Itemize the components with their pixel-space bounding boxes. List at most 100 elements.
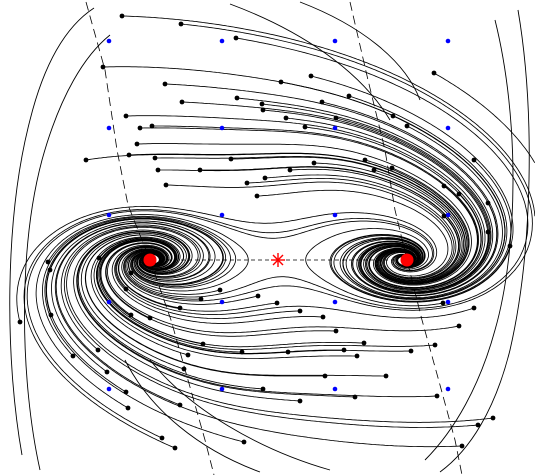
grid-marker	[333, 126, 338, 131]
trajectory-start-marker	[129, 271, 134, 276]
trajectory-start-marker	[486, 201, 491, 206]
right-stable-focus	[401, 254, 414, 267]
trajectory-start-marker	[441, 301, 446, 306]
grid-marker	[333, 213, 338, 218]
trajectory-start-marker	[353, 395, 358, 400]
trajectory-start-marker	[150, 124, 155, 129]
trajectory-start-marker	[355, 354, 360, 359]
trajectory-start-marker	[298, 399, 303, 404]
saddle-point	[271, 253, 285, 267]
trajectory-start-marker	[286, 350, 291, 355]
grid-marker	[446, 213, 451, 218]
trajectory-start-marker	[390, 166, 395, 171]
trajectory-start-marker	[84, 158, 89, 163]
trajectory-start-marker	[298, 309, 303, 314]
grid-marker	[220, 387, 225, 392]
trajectory-start-marker	[288, 168, 293, 173]
trajectory-start-marker	[164, 183, 169, 188]
left-stable-focus	[144, 254, 157, 267]
trajectory-start-marker	[101, 65, 106, 70]
trajectory-start-marker	[234, 36, 239, 41]
trajectory-start-marker	[476, 423, 481, 428]
trajectory-start-marker	[384, 374, 389, 379]
trajectory-start-marker	[312, 161, 317, 166]
trajectory-start-marker	[49, 313, 54, 318]
trajectory-start-marker	[372, 168, 377, 173]
trajectory-start-marker	[120, 14, 125, 19]
grid-marker	[220, 213, 225, 218]
trajectory-start-marker	[198, 168, 203, 173]
trajectory-start-marker	[363, 158, 368, 163]
trajectory-start-marker	[508, 244, 513, 249]
trajectory-start-marker	[178, 403, 183, 408]
trajectory-start-marker	[442, 214, 447, 219]
trajectory-start-marker	[433, 343, 438, 348]
trajectory-start-marker	[263, 176, 268, 181]
trajectory-start-marker	[261, 108, 266, 113]
trajectory-start-marker	[405, 124, 410, 129]
trajectory-start-marker	[138, 126, 143, 131]
trajectory-start-marker	[71, 354, 76, 359]
trajectory-start-marker	[261, 387, 266, 392]
grid-marker	[107, 213, 112, 218]
trajectory-start-marker	[457, 192, 462, 197]
trajectory-start-marker	[256, 294, 261, 299]
trajectory-start-marker	[342, 348, 347, 353]
trajectory-start-marker	[48, 268, 53, 273]
trajectory-start-marker	[46, 260, 51, 265]
trajectory-start-marker	[255, 194, 260, 199]
trajectory-start-marker	[201, 342, 206, 347]
trajectory-start-marker	[97, 256, 102, 261]
grid-marker	[107, 300, 112, 305]
trajectory-start-marker	[182, 367, 187, 372]
trajectory-start-marker	[153, 156, 158, 161]
trajectory-start-marker	[135, 142, 140, 147]
trajectory-start-marker	[303, 125, 308, 130]
trajectory-start-marker	[148, 316, 153, 321]
trajectory-start-marker	[362, 341, 367, 346]
trajectory-start-marker	[391, 114, 396, 119]
trajectory-start-marker	[245, 181, 250, 186]
trajectory-start-marker	[309, 74, 314, 79]
trajectory-start-marker	[229, 157, 234, 162]
trajectory-start-marker	[334, 116, 339, 121]
trajectory-start-marker	[472, 306, 477, 311]
trajectory-start-marker	[160, 436, 165, 441]
trajectory-start-marker	[127, 153, 132, 158]
grid-marker	[446, 387, 451, 392]
trajectory-start-marker	[457, 324, 462, 329]
trajectory-start-marker	[178, 306, 183, 311]
trajectory-start-marker	[240, 350, 245, 355]
trajectory-start-marker	[124, 390, 129, 395]
trajectory-start-marker	[460, 444, 465, 449]
trajectory-start-marker	[275, 301, 280, 306]
trajectory-start-marker	[432, 71, 437, 76]
trajectory-start-marker	[486, 230, 491, 235]
trajectory-start-marker	[320, 100, 325, 105]
trajectory-start-marker	[199, 297, 204, 302]
trajectory-start-marker	[334, 329, 339, 334]
trajectory-start-marker	[180, 100, 185, 105]
trajectory-start-marker	[173, 446, 178, 451]
grid-marker	[446, 39, 451, 44]
trajectory-start-marker	[129, 313, 134, 318]
trajectory-start-marker	[235, 96, 240, 101]
trajectory-start-marker	[347, 94, 352, 99]
trajectory-start-marker	[409, 349, 414, 354]
grid-marker	[446, 126, 451, 131]
trajectory-start-marker	[435, 394, 440, 399]
trajectory-start-marker	[472, 158, 477, 163]
grid-marker	[220, 126, 225, 131]
grid-marker	[446, 300, 451, 305]
trajectory-start-marker	[260, 102, 265, 107]
trajectory-start-marker	[96, 348, 101, 353]
grid-marker	[333, 39, 338, 44]
trajectory-start-marker	[126, 406, 131, 411]
grid-marker	[107, 39, 112, 44]
grid-marker	[333, 387, 338, 392]
trajectory-start-marker	[163, 82, 168, 87]
grid-marker	[333, 300, 338, 305]
trajectory-start-marker	[242, 440, 247, 445]
trajectory-start-marker	[323, 374, 328, 379]
